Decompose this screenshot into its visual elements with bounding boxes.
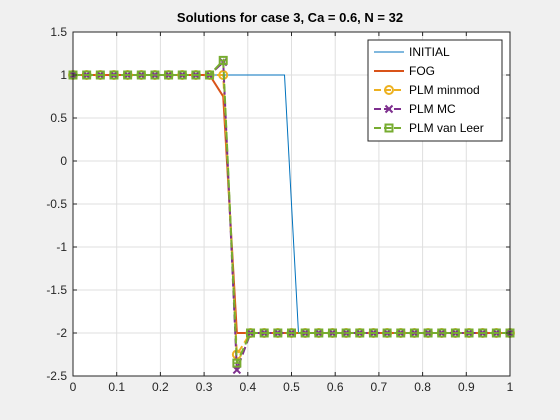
data-point [341, 328, 351, 338]
data-point [368, 328, 378, 338]
data-point [464, 328, 474, 338]
y-tick-label: 0.5 [50, 111, 67, 125]
data-point [491, 328, 501, 338]
x-tick-label: 0.5 [283, 380, 300, 394]
legend-item: INITIAL [374, 45, 450, 59]
y-tick-label: 1.5 [50, 25, 67, 39]
y-tick-label: -1.5 [46, 283, 67, 297]
x-tick-label: 0 [70, 380, 77, 394]
legend-marker [384, 85, 394, 95]
legend-label: PLM van Leer [409, 121, 484, 135]
y-tick-label: -0.5 [46, 197, 67, 211]
legend-label: INITIAL [409, 45, 450, 59]
x-tick-label: 0.8 [414, 380, 431, 394]
legend-label: PLM minmod [409, 83, 480, 97]
data-point [382, 328, 392, 338]
data-point [177, 70, 187, 80]
data-point [450, 328, 460, 338]
data-point [232, 365, 242, 375]
data-point [150, 70, 160, 80]
data-point [409, 328, 419, 338]
data-point [300, 328, 310, 338]
y-tick-label: 0 [60, 154, 67, 168]
data-point [273, 328, 283, 338]
data-point [95, 70, 105, 80]
data-point [109, 70, 119, 80]
x-tick-label: 0.2 [152, 380, 169, 394]
data-point [287, 328, 296, 338]
legend-item: PLM van Leer [374, 121, 484, 135]
series-layer [68, 55, 515, 375]
data-point [314, 328, 324, 338]
data-point [478, 328, 488, 338]
data-point [423, 328, 433, 338]
x-tick-label: 0.1 [108, 380, 125, 394]
legend-label: PLM MC [409, 102, 456, 116]
x-tick-label: 0.6 [327, 380, 344, 394]
x-tick-label: 0.7 [371, 380, 388, 394]
data-point [396, 328, 406, 338]
legend-item: FOG [374, 64, 435, 78]
data-point [164, 70, 174, 80]
x-tick-label: 1 [507, 380, 514, 394]
chart-title: Solutions for case 3, Ca = 0.6, N = 32 [177, 10, 403, 25]
y-tick-label: -1 [56, 240, 67, 254]
data-point [205, 70, 215, 80]
data-point [232, 358, 242, 368]
data-point [327, 328, 337, 338]
legend-marker [384, 123, 394, 133]
x-tick-label: 0.4 [239, 380, 256, 394]
legend-item: PLM minmod [374, 83, 480, 97]
data-point [82, 70, 92, 80]
y-tick-label: 1 [60, 68, 67, 82]
data-point [437, 328, 447, 338]
legend-marker [384, 104, 394, 114]
y-tick-label: -2.5 [46, 369, 67, 383]
y-tick-label: -2 [56, 326, 67, 340]
legend: INITIAL FOG PLM minmod PLM MC PLM van Leer [367, 39, 503, 142]
axis-ticks: 0 0.1 0.2 0.3 0.4 0.5 0.6 0.7 0.8 0.9 1 1.5 1 0.5 0 -0.… [46, 25, 513, 394]
x-tick-label: 0.3 [196, 380, 213, 394]
data-point [123, 70, 133, 80]
data-point [355, 328, 365, 338]
legend-label: FOG [409, 64, 435, 78]
data-point [136, 70, 146, 80]
x-tick-label: 0.9 [458, 380, 475, 394]
data-point [259, 328, 269, 338]
data-point [191, 70, 201, 80]
legend-item: PLM MC [374, 102, 456, 116]
data-point [218, 55, 228, 65]
data-point [246, 328, 256, 338]
